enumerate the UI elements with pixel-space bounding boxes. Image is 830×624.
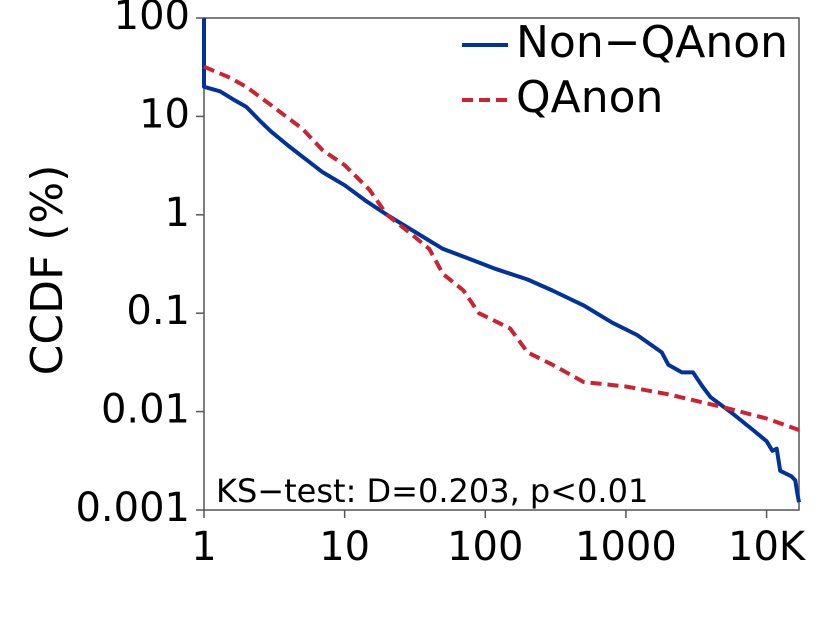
- plot-area: [203, 17, 800, 511]
- y-tick-label: 0.01: [101, 387, 190, 433]
- y-axis: 0.001 0.01 0.1 1 10 100: [75, 0, 204, 531]
- x-axis: 1 10 100 1000 10K: [191, 510, 807, 570]
- legend-label-non-qanon: Non−QAnon: [516, 17, 788, 68]
- y-tick-label: 100: [114, 0, 190, 39]
- y-tick-label: 0.1: [126, 288, 190, 334]
- x-tick-label: 1000: [575, 524, 677, 570]
- x-tick-label: 10K: [728, 524, 807, 570]
- ks-test-annotation: KS−test: D=0.203, p<0.01: [216, 472, 648, 510]
- x-tick-label: 1: [191, 524, 216, 570]
- x-tick-label: 100: [447, 524, 523, 570]
- series-layer: [202, 18, 801, 503]
- legend-label-qanon: QAnon: [516, 72, 663, 123]
- y-tick-label: 10: [139, 91, 190, 137]
- x-tick-label: 10: [319, 524, 370, 570]
- series-line-non-qanon: [202, 18, 801, 503]
- y-tick-label: 1: [165, 190, 190, 236]
- legend: Non−QAnon QAnon: [462, 17, 788, 123]
- y-tick-label: 0.001: [75, 485, 190, 531]
- series-line-qanon: [203, 64, 800, 432]
- y-axis-label: CCDF (%): [22, 165, 73, 376]
